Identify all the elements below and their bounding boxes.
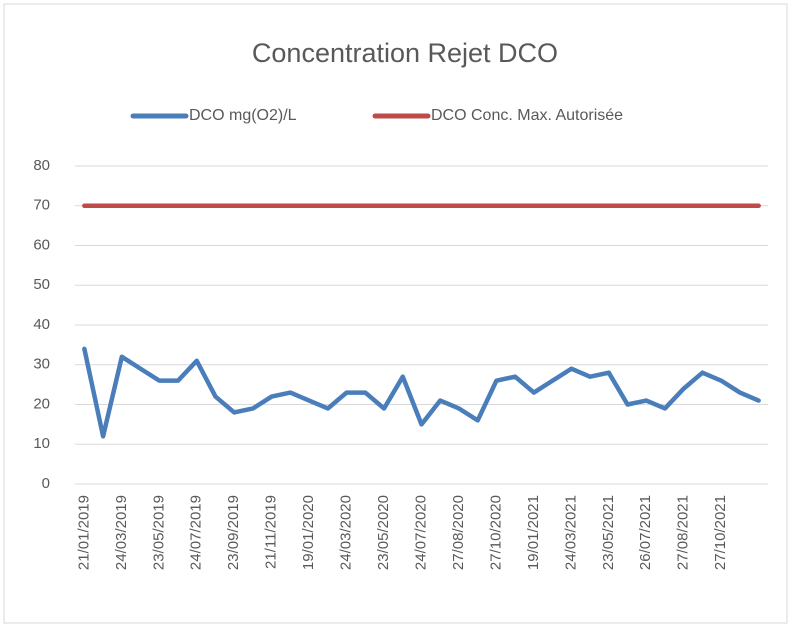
- x-tick-label: 24/03/2020: [338, 495, 355, 570]
- x-tick-label: 21/11/2019: [263, 495, 280, 569]
- y-tick-label: 0: [42, 475, 50, 492]
- legend-label: DCO mg(O2)/L: [189, 107, 297, 124]
- y-tick-label: 50: [33, 276, 50, 293]
- x-tick-label: 27/08/2020: [450, 495, 467, 570]
- x-tick-label: 23/05/2021: [600, 495, 617, 570]
- x-tick-label: 24/03/2021: [562, 495, 579, 570]
- y-tick-label: 30: [33, 356, 50, 373]
- chart-title: Concentration Rejet DCO: [252, 38, 558, 68]
- x-tick-label: 23/09/2019: [225, 495, 242, 570]
- x-tick-label: 24/03/2019: [113, 495, 130, 570]
- x-tick-label: 23/05/2020: [375, 495, 392, 570]
- x-tick-label: 27/10/2021: [712, 495, 729, 570]
- x-tick-label: 24/07/2020: [412, 495, 429, 570]
- y-tick-label: 10: [33, 435, 50, 452]
- legend-label: DCO Conc. Max. Autorisée: [431, 107, 623, 124]
- y-tick-label: 20: [33, 395, 50, 412]
- x-tick-label: 21/01/2019: [75, 495, 92, 570]
- y-tick-label: 70: [33, 197, 50, 214]
- y-tick-label: 60: [33, 236, 50, 253]
- chart-border: [3, 3, 788, 624]
- x-tick-label: 19/01/2020: [300, 495, 317, 570]
- y-tick-label: 40: [33, 316, 50, 333]
- series-line: [82, 346, 761, 439]
- x-tick-label: 23/05/2019: [150, 495, 167, 570]
- y-tick-label: 80: [33, 157, 50, 174]
- x-tick-label: 26/07/2021: [637, 495, 654, 570]
- x-tick-label: 27/10/2020: [487, 495, 504, 570]
- x-tick-label: 24/07/2019: [188, 495, 205, 570]
- x-tick-label: 19/01/2021: [525, 495, 542, 570]
- x-tick-label: 27/08/2021: [675, 495, 692, 570]
